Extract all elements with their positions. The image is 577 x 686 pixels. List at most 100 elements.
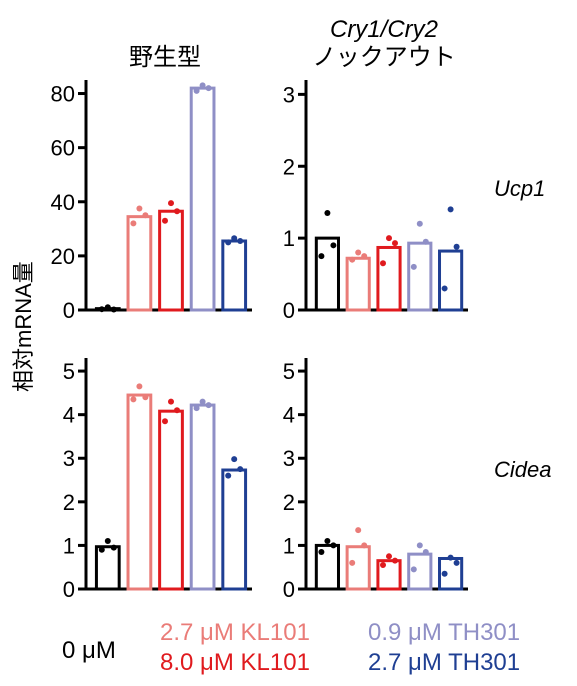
- data-point: [205, 402, 212, 409]
- data-point: [324, 209, 331, 216]
- y-tick-label: 4: [63, 403, 75, 428]
- data-point: [174, 407, 180, 414]
- data-point: [104, 304, 111, 311]
- data-point: [237, 238, 244, 244]
- data-point: [193, 87, 200, 94]
- y-tick-label: 20: [51, 244, 75, 269]
- data-point: [441, 570, 448, 577]
- bar-control: [314, 543, 340, 591]
- bar-th301_high: [221, 468, 248, 591]
- data-point: [447, 206, 454, 213]
- bar-kl101_low: [126, 215, 153, 312]
- column-title-knockout: Cry1/Cry2 ノックアウト: [284, 16, 484, 72]
- data-point: [416, 542, 423, 549]
- data-point: [447, 554, 454, 561]
- y-tick-label: 0: [63, 577, 75, 602]
- data-point: [130, 220, 137, 227]
- row-label-ucp1: Ucp1: [494, 176, 546, 201]
- data-point: [416, 220, 423, 227]
- data-point: [330, 542, 337, 549]
- y-tick-label: 3: [283, 82, 295, 107]
- data-point: [318, 253, 325, 260]
- legend-kl101-low: 2.7 μM KL101: [160, 619, 310, 646]
- y-tick-label: 4: [283, 403, 295, 428]
- legend-kl101-high: 8.0 μM KL101: [160, 649, 310, 676]
- data-point: [110, 544, 117, 551]
- data-point: [386, 235, 392, 242]
- data-point: [410, 566, 417, 573]
- data-point: [349, 559, 356, 566]
- data-point: [98, 546, 105, 553]
- data-point: [136, 383, 143, 390]
- data-point: [453, 243, 460, 250]
- data-point: [168, 398, 174, 405]
- legend-th301-low: 0.9 μM TH301: [368, 619, 521, 646]
- data-point: [98, 306, 105, 313]
- y-tick-label: 3: [283, 446, 295, 471]
- bar-kl101_low: [126, 393, 153, 591]
- data-point: [162, 217, 168, 224]
- data-point: [205, 85, 212, 92]
- data-point: [225, 239, 232, 246]
- data-point: [355, 249, 362, 256]
- data-point: [453, 559, 460, 566]
- bar-kl101_low: [345, 545, 371, 591]
- bar-kl101_high: [376, 245, 402, 312]
- bar-th301_low: [189, 86, 216, 312]
- y-tick-label: 1: [283, 226, 295, 251]
- y-axis-label: 相対mRNA量: [11, 261, 36, 392]
- data-point: [231, 456, 238, 463]
- y-tick-label: 40: [51, 190, 75, 215]
- data-point: [349, 256, 356, 263]
- column-title-knockout-line2: ノックアウト: [312, 44, 456, 71]
- data-point: [199, 398, 206, 405]
- data-point: [324, 538, 331, 545]
- data-point: [355, 527, 362, 534]
- y-tick-label: 2: [283, 154, 295, 179]
- y-tick-label: 2: [283, 490, 295, 515]
- data-point: [104, 538, 111, 545]
- bar-control: [94, 545, 121, 591]
- data-point: [422, 548, 429, 555]
- y-tick-label: 5: [283, 359, 295, 384]
- data-point: [136, 205, 143, 212]
- data-point: [441, 285, 448, 292]
- data-point: [162, 418, 168, 425]
- column-title-wildtype-line2: 野生型: [129, 44, 201, 71]
- bar-th301_low: [407, 552, 433, 591]
- bar-kl101_low: [345, 256, 371, 312]
- y-tick-label: 5: [63, 359, 75, 384]
- data-point: [168, 200, 174, 207]
- data-point: [361, 253, 368, 260]
- data-point: [330, 242, 337, 249]
- data-point: [380, 260, 386, 267]
- column-title-knockout-line1: Cry1/Cry2: [329, 16, 438, 43]
- data-point: [142, 394, 149, 401]
- legend-th301-high: 2.7 μM TH301: [368, 649, 521, 676]
- legend-control: 0 μM: [62, 637, 116, 664]
- data-point: [130, 396, 137, 403]
- data-point: [199, 82, 206, 89]
- y-tick-label: 60: [51, 136, 75, 161]
- data-point: [380, 562, 386, 569]
- y-tick-label: 0: [283, 298, 295, 323]
- data-point: [392, 240, 398, 247]
- bar-th301_high: [221, 239, 248, 312]
- data-point: [193, 405, 200, 412]
- column-title-wildtype: 野生型: [90, 44, 240, 72]
- y-tick-label: 1: [63, 533, 75, 558]
- y-tick-label: 80: [51, 82, 75, 107]
- data-point: [410, 263, 417, 270]
- data-point: [392, 557, 398, 564]
- data-point: [361, 542, 368, 549]
- data-point: [225, 472, 232, 479]
- bar-th301_low: [407, 241, 433, 312]
- bar-kl101_high: [158, 209, 184, 312]
- row-label-cidea: Cidea: [494, 457, 552, 482]
- y-tick-label: 1: [283, 533, 295, 558]
- data-point: [142, 212, 149, 219]
- data-point: [110, 306, 117, 313]
- bar-kl101_high: [158, 409, 184, 591]
- bar-control: [314, 236, 340, 312]
